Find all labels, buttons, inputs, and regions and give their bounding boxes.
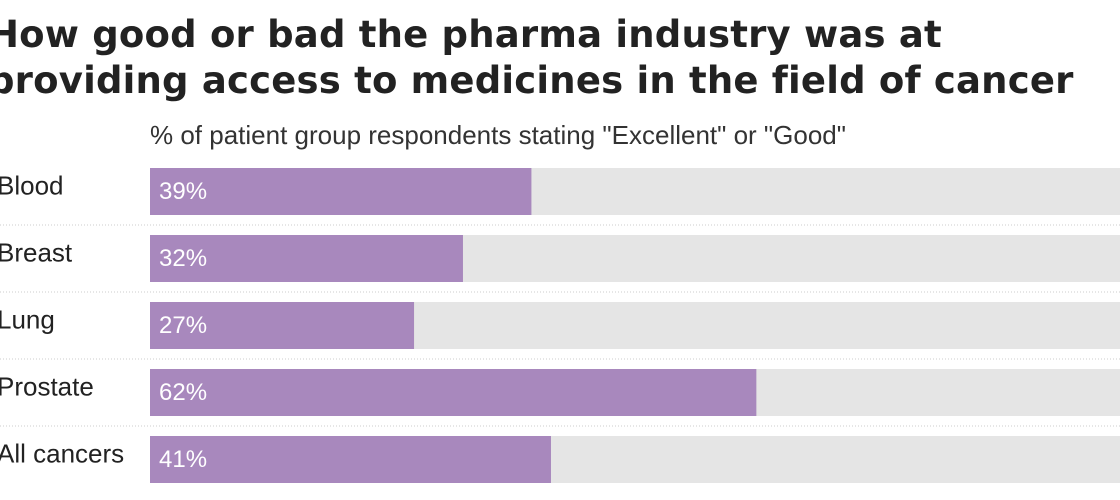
data-label: 32% [159, 245, 207, 272]
chart-subtitle: % of patient group respondents stating "… [150, 120, 846, 150]
category-label: Breast [0, 237, 73, 267]
category-label: All cancers [0, 438, 124, 468]
bar-all-cancers [150, 436, 551, 483]
bar-lung [150, 302, 415, 349]
chart-title-line-2: providing access to medicines in the fie… [0, 59, 1074, 102]
bar-prostate [150, 369, 757, 416]
data-label: 41% [159, 446, 207, 473]
category-label: Blood [0, 170, 64, 200]
category-label: Prostate [0, 371, 94, 401]
data-label: 62% [159, 379, 207, 406]
bar-blood [150, 168, 532, 215]
chart-title: How good or bad the pharma industry was … [0, 12, 1120, 104]
data-label: 27% [159, 312, 207, 339]
category-label: Lung [0, 304, 55, 334]
data-label: 39% [159, 178, 207, 205]
bar-breast [150, 235, 463, 282]
chart-title-line-1: How good or bad the pharma industry was … [0, 13, 942, 56]
